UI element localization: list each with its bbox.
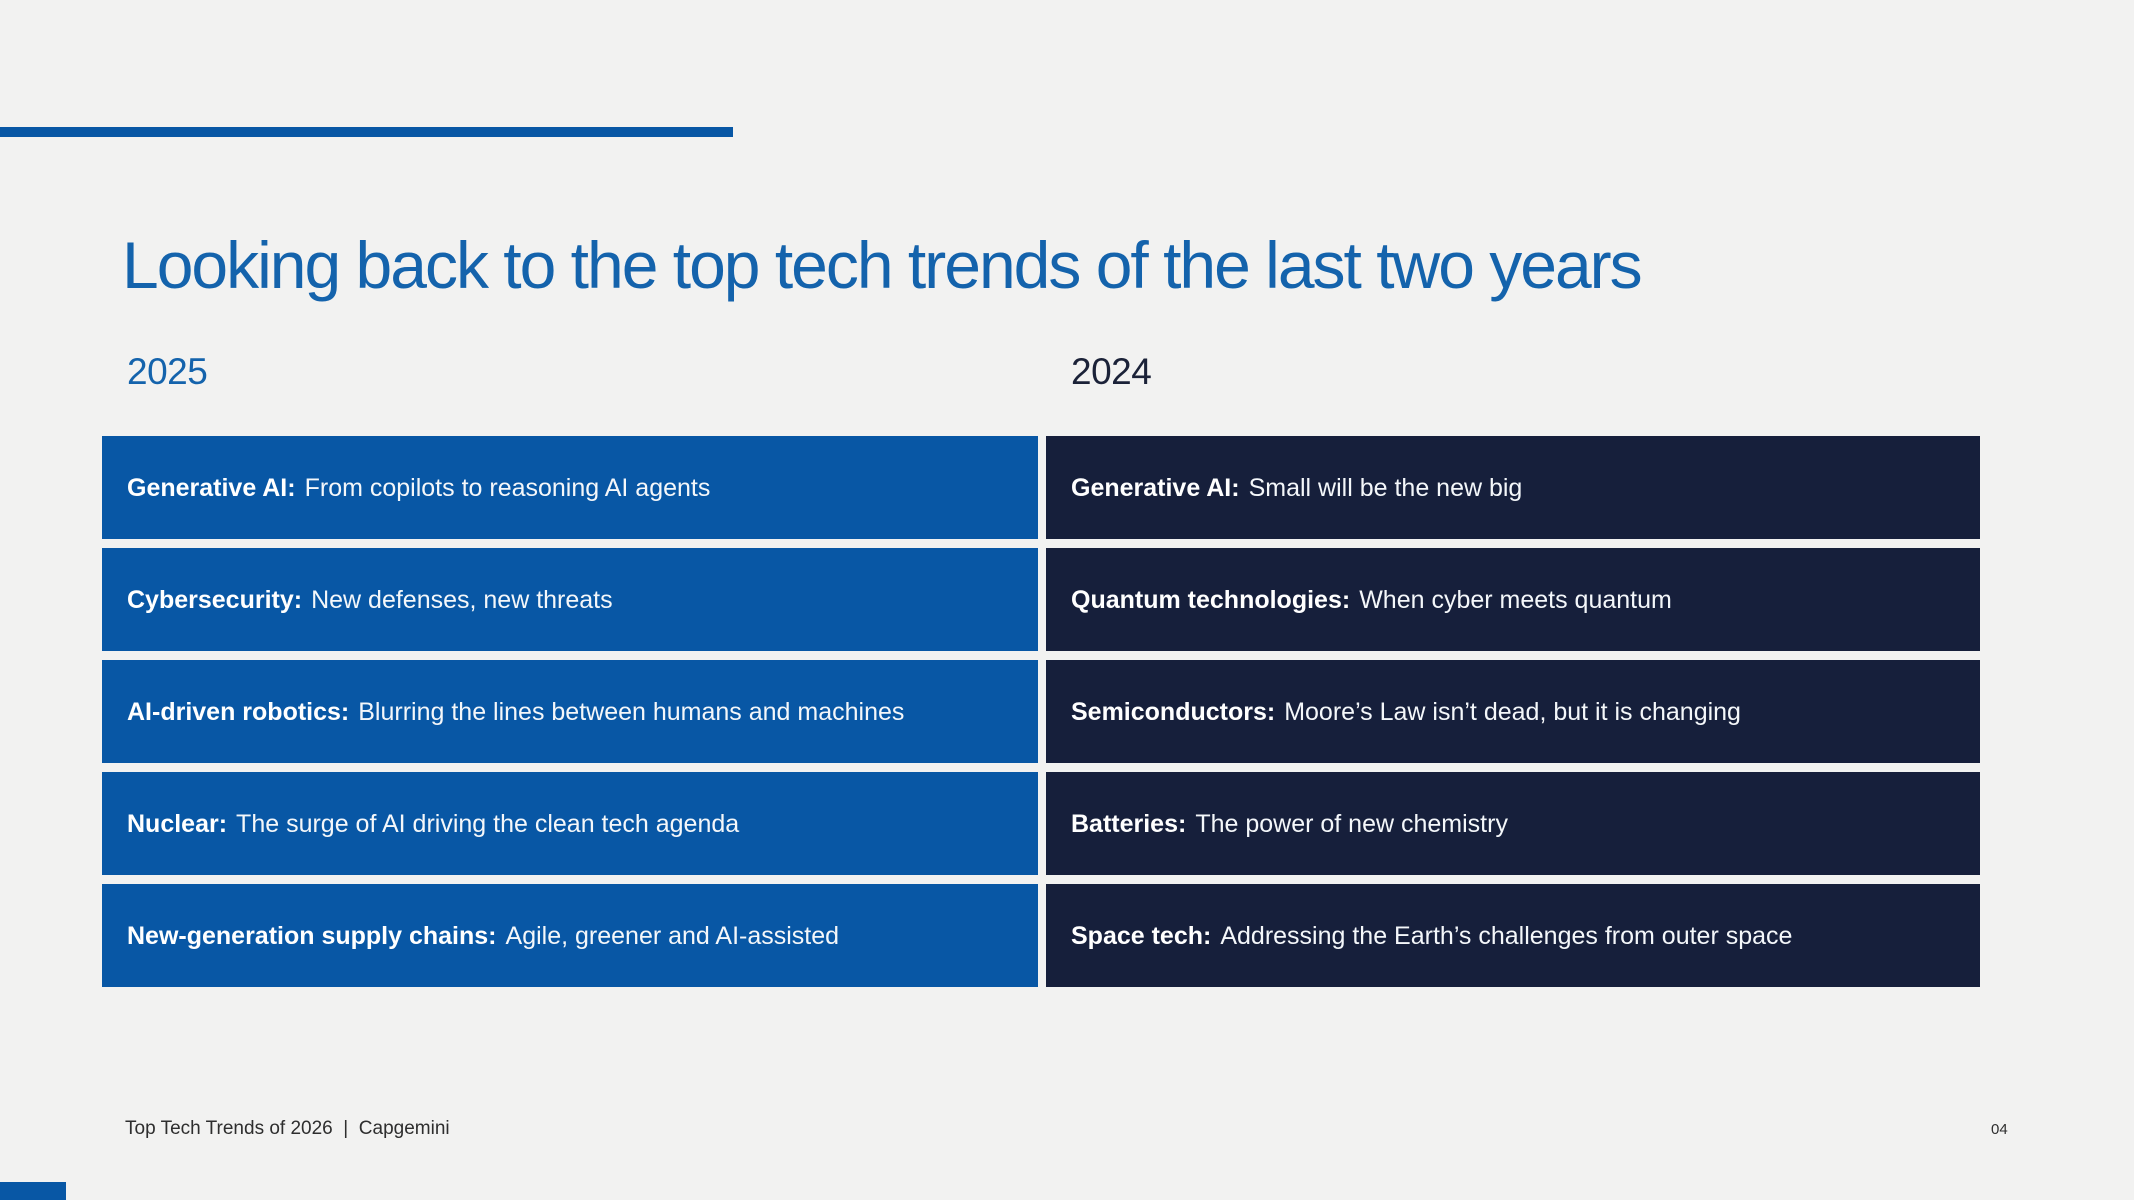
column-2024-heading: 2024 — [1071, 351, 1152, 392]
trend-text: Small will be the new big — [1248, 473, 1523, 502]
trend-text: Addressing the Earth’s challenges from o… — [1220, 921, 1793, 950]
page-title: Looking back to the top tech trends of t… — [122, 228, 1643, 302]
trend-label: Semiconductors: — [1071, 697, 1276, 726]
trend-row-2024-quantum-technologies: Quantum technologies: When cyber meets q… — [1046, 548, 1980, 651]
trend-text: The surge of AI driving the clean tech a… — [236, 809, 740, 838]
trend-row-2025-cybersecurity: Cybersecurity: New defenses, new threats — [102, 548, 1038, 651]
column-2025-heading: 2025 — [127, 351, 208, 392]
trend-label: Generative AI: — [1071, 473, 1240, 502]
trend-row-2024-generative-ai: Generative AI: Small will be the new big — [1046, 436, 1980, 539]
top-accent-bar — [0, 127, 733, 137]
trend-row-2025-generative-ai: Generative AI: From copilots to reasonin… — [102, 436, 1038, 539]
column-2024: Generative AI: Small will be the new big… — [1046, 436, 1980, 996]
trend-text: The power of new chemistry — [1195, 809, 1508, 838]
trend-label: New-generation supply chains: — [127, 921, 497, 950]
trend-label: Cybersecurity: — [127, 585, 303, 614]
trend-label: Quantum technologies: — [1071, 585, 1351, 614]
trend-label: Batteries: — [1071, 809, 1187, 838]
trends-columns: Generative AI: From copilots to reasonin… — [102, 436, 1980, 996]
trend-label: AI-driven robotics: — [127, 697, 350, 726]
trend-label: Space tech: — [1071, 921, 1212, 950]
column-2025: Generative AI: From copilots to reasonin… — [102, 436, 1038, 996]
trend-text: Blurring the lines between humans and ma… — [358, 697, 905, 726]
trend-text: Moore’s Law isn’t dead, but it is changi… — [1284, 697, 1741, 726]
trend-text: When cyber meets quantum — [1359, 585, 1672, 614]
trend-row-2024-batteries: Batteries: The power of new chemistry — [1046, 772, 1980, 875]
footer-document-title: Top Tech Trends of 2026 | Capgemini — [125, 1118, 450, 1139]
footer-page-number: 04 — [1991, 1121, 2008, 1138]
trend-text: Agile, greener and AI-assisted — [505, 921, 840, 950]
bottom-accent-bar — [0, 1182, 66, 1200]
trend-row-2025-supply-chains: New-generation supply chains: Agile, gre… — [102, 884, 1038, 987]
trend-row-2024-space-tech: Space tech: Addressing the Earth’s chall… — [1046, 884, 1980, 987]
trend-row-2025-nuclear: Nuclear: The surge of AI driving the cle… — [102, 772, 1038, 875]
trend-text: From copilots to reasoning AI agents — [304, 473, 711, 502]
trend-text: New defenses, new threats — [311, 585, 613, 614]
trend-label: Generative AI: — [127, 473, 296, 502]
trend-row-2025-ai-driven-robotics: AI-driven robotics: Blurring the lines b… — [102, 660, 1038, 763]
trend-row-2024-semiconductors: Semiconductors: Moore’s Law isn’t dead, … — [1046, 660, 1980, 763]
trend-label: Nuclear: — [127, 809, 228, 838]
